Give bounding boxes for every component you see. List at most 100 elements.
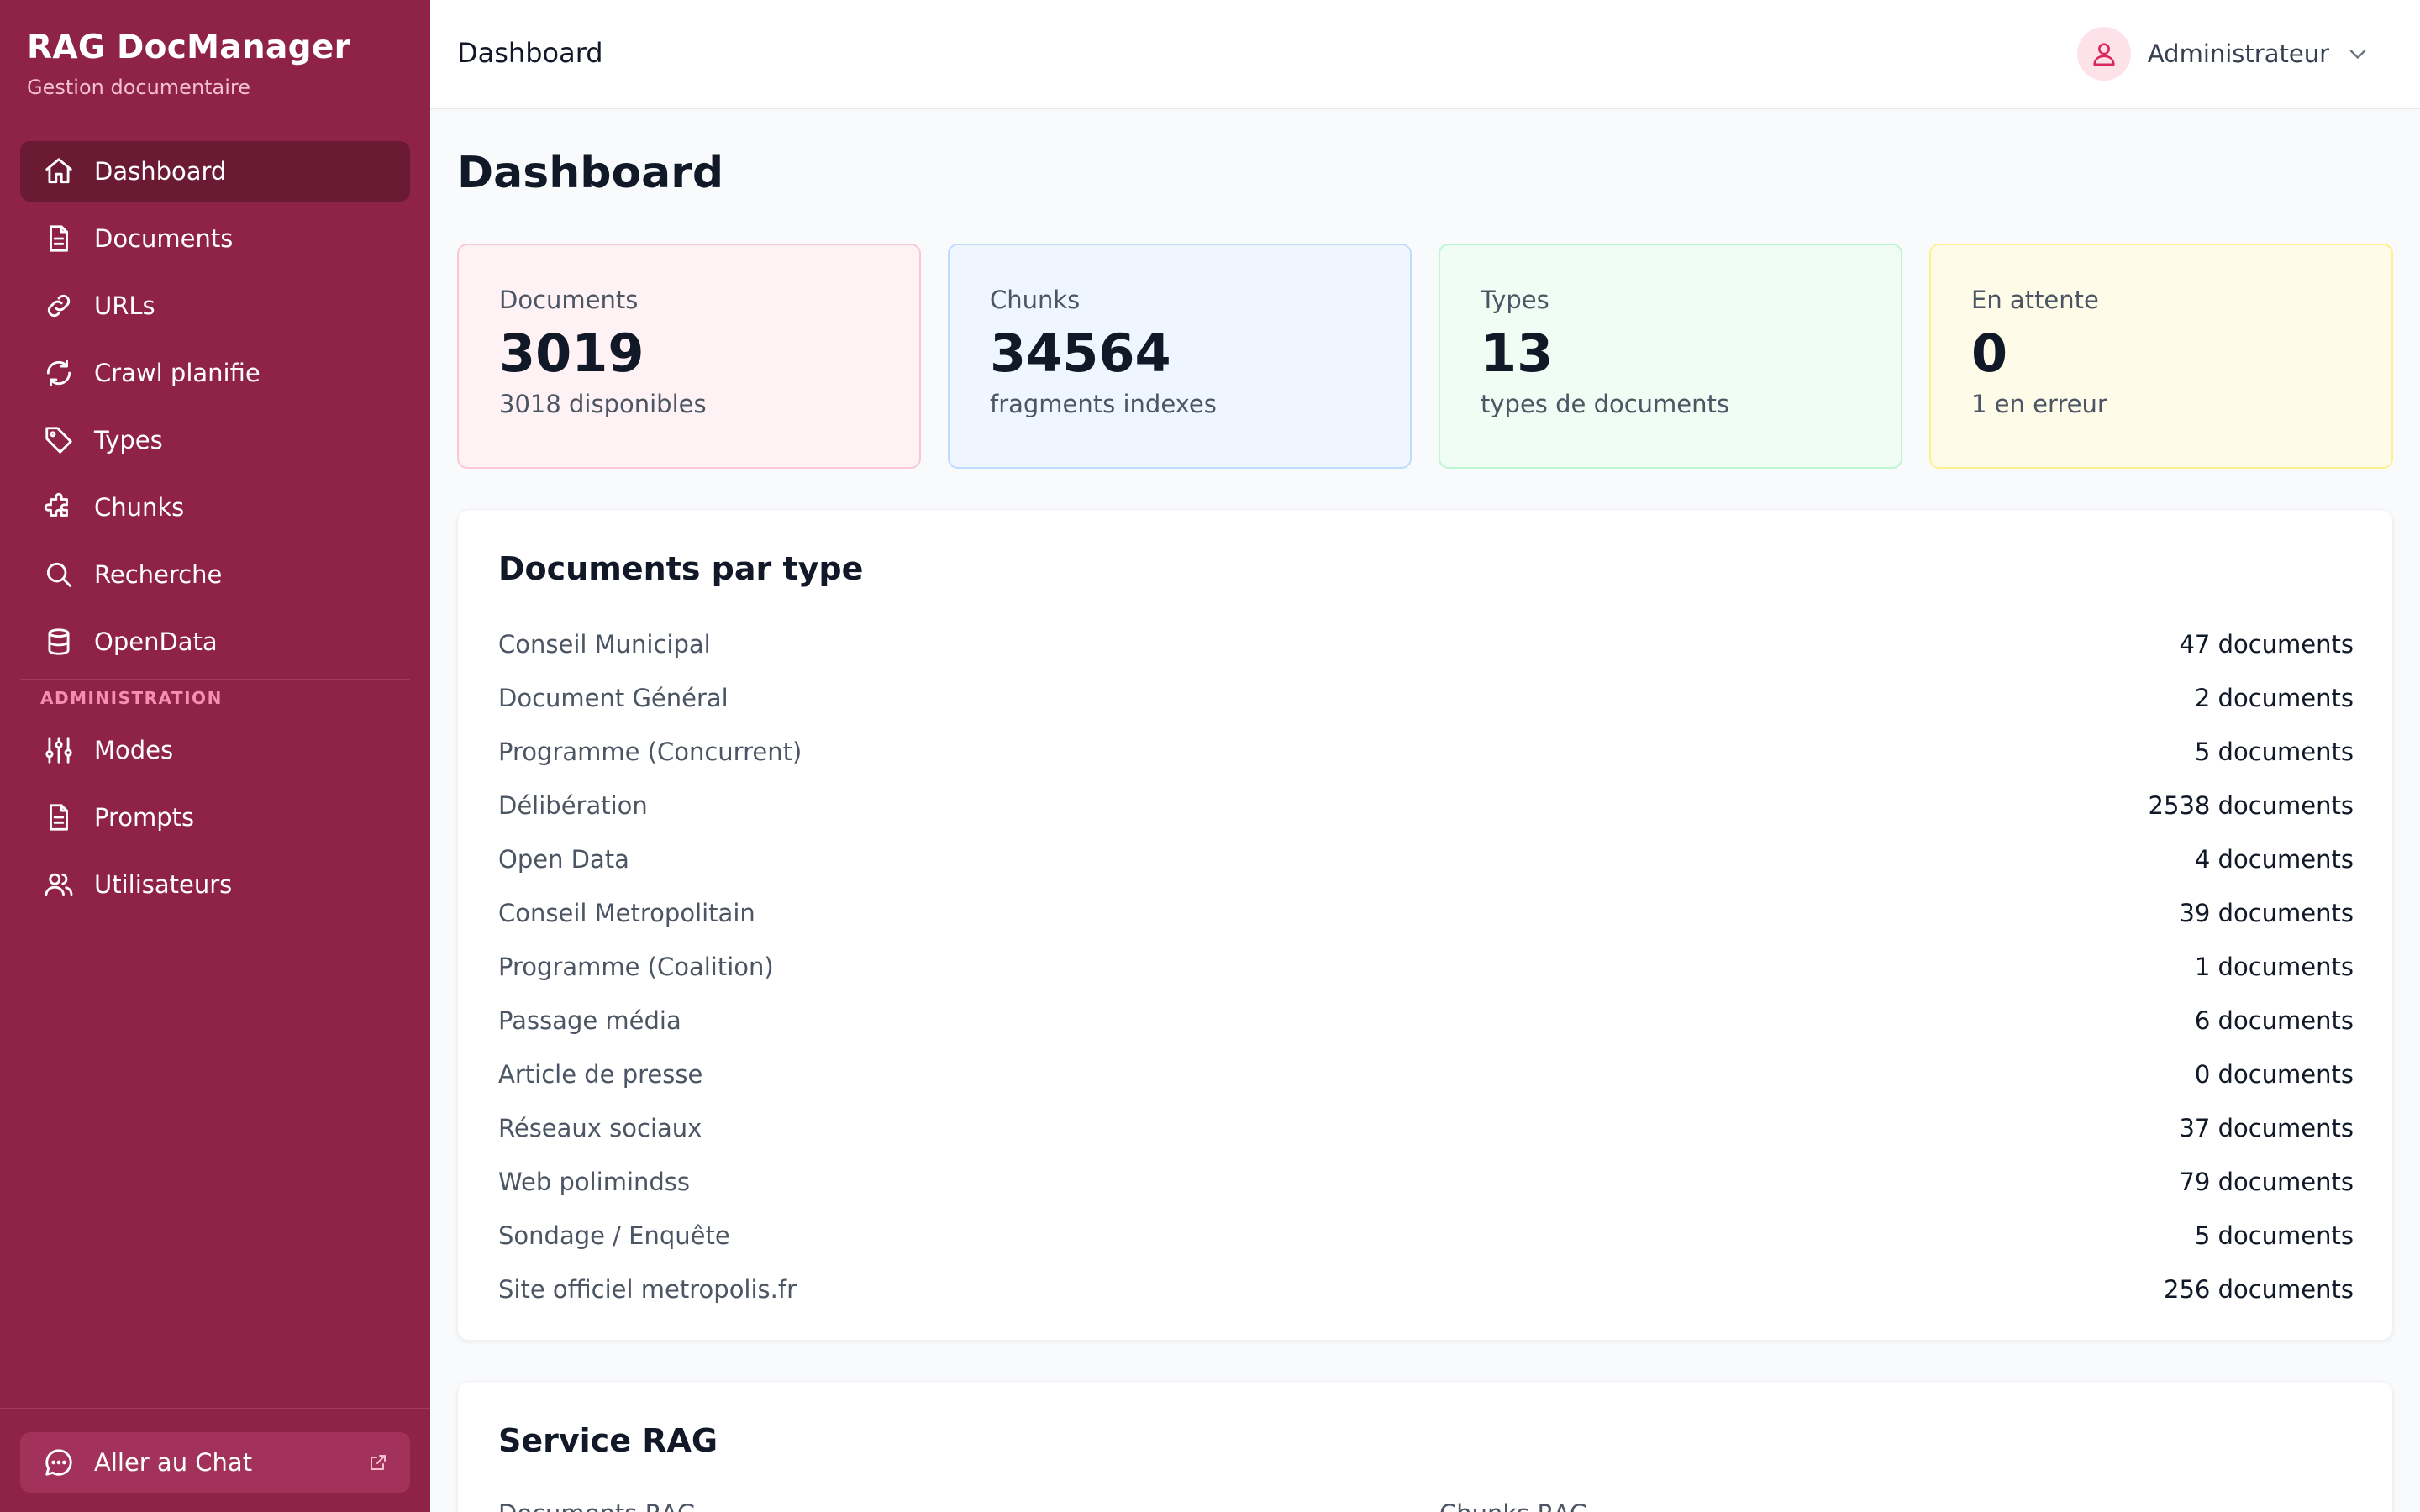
section-title: Service RAG bbox=[498, 1422, 718, 1459]
chevron-down-icon bbox=[2349, 50, 2366, 59]
sidebar-item-label: Utilisateurs bbox=[94, 870, 233, 899]
doc-type-count: 47 documents bbox=[2179, 630, 2354, 659]
table-row: Sondage / Enquête 5 documents bbox=[498, 1209, 2354, 1263]
sidebar-item-urls[interactable]: URLs bbox=[20, 276, 410, 336]
sidebar-item-prompts[interactable]: Prompts bbox=[20, 787, 410, 848]
sidebar-item-dashboard[interactable]: Dashboard bbox=[20, 141, 410, 202]
doc-type-name: Article de presse bbox=[498, 1060, 703, 1089]
user-icon bbox=[2093, 43, 2115, 66]
doc-type-name: Programme (Coalition) bbox=[498, 953, 774, 981]
sidebar-item-chunks[interactable]: Chunks bbox=[20, 477, 410, 538]
sidebar-item-label: Dashboard bbox=[94, 157, 227, 186]
sidebar-item-utilisateurs[interactable]: Utilisateurs bbox=[20, 854, 410, 915]
doc-type-count: 37 documents bbox=[2179, 1114, 2354, 1142]
user-menu[interactable]: Administrateur bbox=[2076, 27, 2370, 81]
header-title: Dashboard bbox=[457, 37, 603, 69]
sidebar-item-label: Prompts bbox=[94, 803, 195, 832]
sidebar-item-label: Documents bbox=[94, 224, 234, 253]
doc-type-count: 6 documents bbox=[2194, 1006, 2354, 1035]
database-icon bbox=[42, 625, 76, 659]
tag-icon bbox=[42, 423, 76, 457]
sidebar-item-types[interactable]: Types bbox=[20, 410, 410, 470]
sidebar-item-label: OpenData bbox=[94, 627, 218, 656]
external-link-icon bbox=[371, 1455, 386, 1470]
avatar bbox=[2076, 27, 2131, 81]
doc-type-count: 79 documents bbox=[2179, 1168, 2354, 1196]
table-row: Programme (Concurrent) 5 documents bbox=[498, 725, 2354, 779]
doc-type-name: Document Général bbox=[498, 684, 729, 712]
file-icon bbox=[42, 222, 76, 255]
sidebar-item-modes[interactable]: Modes bbox=[20, 720, 410, 780]
sidebar-item-documents[interactable]: Documents bbox=[20, 208, 410, 269]
sidebar-item-label: Types bbox=[94, 426, 163, 454]
stat-value: 34564 bbox=[990, 323, 1171, 384]
sidebar-item-crawl[interactable]: Crawl planifie bbox=[20, 343, 410, 403]
users-icon bbox=[42, 868, 76, 901]
table-row: Passage média 6 documents bbox=[498, 994, 2354, 1047]
refresh-icon bbox=[42, 356, 76, 390]
sidebar-item-label: Recherche bbox=[94, 560, 223, 589]
sidebar: RAG DocManager Gestion documentaire Dash… bbox=[0, 0, 430, 1512]
sidebar-item-label: Modes bbox=[94, 736, 174, 764]
page-title: Dashboard bbox=[457, 148, 724, 198]
sidebar-item-opendata[interactable]: OpenData bbox=[20, 612, 410, 672]
table-row: Open Data 4 documents bbox=[498, 832, 2354, 886]
admin-section-label: ADMINISTRATION bbox=[40, 688, 223, 708]
documents-by-type-card: Documents par type Conseil Municipal 47 d… bbox=[457, 509, 2393, 1341]
service-rag-card: Service RAG Documents RAG Chunks RAG bbox=[457, 1381, 2393, 1512]
table-row: Conseil Metropolitain 39 documents bbox=[498, 886, 2354, 940]
doc-type-count: 0 documents bbox=[2194, 1060, 2354, 1089]
doc-type-name: Conseil Metropolitain bbox=[498, 899, 755, 927]
brand-subtitle: Gestion documentaire bbox=[27, 76, 251, 99]
sidebar-footer: Aller au Chat bbox=[0, 1408, 430, 1512]
home-icon bbox=[42, 155, 76, 188]
stat-card-types: Types 13 types de documents bbox=[1439, 244, 1902, 469]
doc-type-name: Open Data bbox=[498, 845, 629, 874]
stat-label: Types bbox=[1481, 286, 1549, 314]
table-row: Article de presse 0 documents bbox=[498, 1047, 2354, 1101]
stat-value: 3019 bbox=[499, 323, 644, 384]
table-row: Site officiel metropolis.fr 256 documents bbox=[498, 1263, 2354, 1316]
table-row: Réseaux sociaux 37 documents bbox=[498, 1101, 2354, 1155]
doc-type-name: Web polimindss bbox=[498, 1168, 691, 1196]
link-icon bbox=[42, 289, 76, 323]
sliders-icon bbox=[42, 733, 76, 767]
doc-type-count: 1 documents bbox=[2194, 953, 2354, 981]
stat-subtext: fragments indexes bbox=[990, 390, 1217, 418]
stat-card-pending: En attente 0 1 en erreur bbox=[1929, 244, 2393, 469]
doc-type-count: 39 documents bbox=[2179, 899, 2354, 927]
doc-type-count: 2538 documents bbox=[2148, 791, 2354, 820]
doc-type-name: Passage média bbox=[498, 1006, 681, 1035]
table-row: Web polimindss 79 documents bbox=[498, 1155, 2354, 1209]
search-icon bbox=[42, 558, 76, 591]
doc-type-count: 4 documents bbox=[2194, 845, 2354, 874]
stat-subtext: 3018 disponibles bbox=[499, 390, 707, 418]
doc-type-name: Délibération bbox=[498, 791, 648, 820]
stat-label: Chunks bbox=[990, 286, 1081, 314]
doc-type-count: 2 documents bbox=[2194, 684, 2354, 712]
rag-chunks-label: Chunks RAG bbox=[1439, 1499, 1588, 1512]
doc-type-count: 5 documents bbox=[2194, 1221, 2354, 1250]
doc-type-name: Conseil Municipal bbox=[498, 630, 711, 659]
doc-type-name: Réseaux sociaux bbox=[498, 1114, 702, 1142]
user-name: Administrateur bbox=[2147, 39, 2329, 68]
sidebar-item-label: URLs bbox=[94, 291, 155, 320]
stat-label: En attente bbox=[1971, 286, 2099, 314]
table-row: Délibération 2538 documents bbox=[498, 779, 2354, 832]
file-icon bbox=[42, 801, 76, 834]
stat-value: 13 bbox=[1481, 323, 1554, 384]
table-row: Conseil Municipal 47 documents bbox=[498, 617, 2354, 671]
chat-icon bbox=[42, 1446, 76, 1479]
rag-documents-label: Documents RAG bbox=[498, 1499, 696, 1512]
nav-divider bbox=[20, 679, 410, 680]
stat-value: 0 bbox=[1971, 323, 2008, 384]
table-row: Document Général 2 documents bbox=[498, 671, 2354, 725]
go-to-chat-button[interactable]: Aller au Chat bbox=[20, 1432, 410, 1493]
sidebar-item-label: Chunks bbox=[94, 493, 185, 522]
table-row: Programme (Coalition) 1 documents bbox=[498, 940, 2354, 994]
sidebar-item-label: Crawl planifie bbox=[94, 359, 260, 387]
doc-type-name: Sondage / Enquête bbox=[498, 1221, 730, 1250]
sidebar-item-recherche[interactable]: Recherche bbox=[20, 544, 410, 605]
doc-type-name: Site officiel metropolis.fr bbox=[498, 1275, 797, 1304]
doc-type-name: Programme (Concurrent) bbox=[498, 738, 802, 766]
